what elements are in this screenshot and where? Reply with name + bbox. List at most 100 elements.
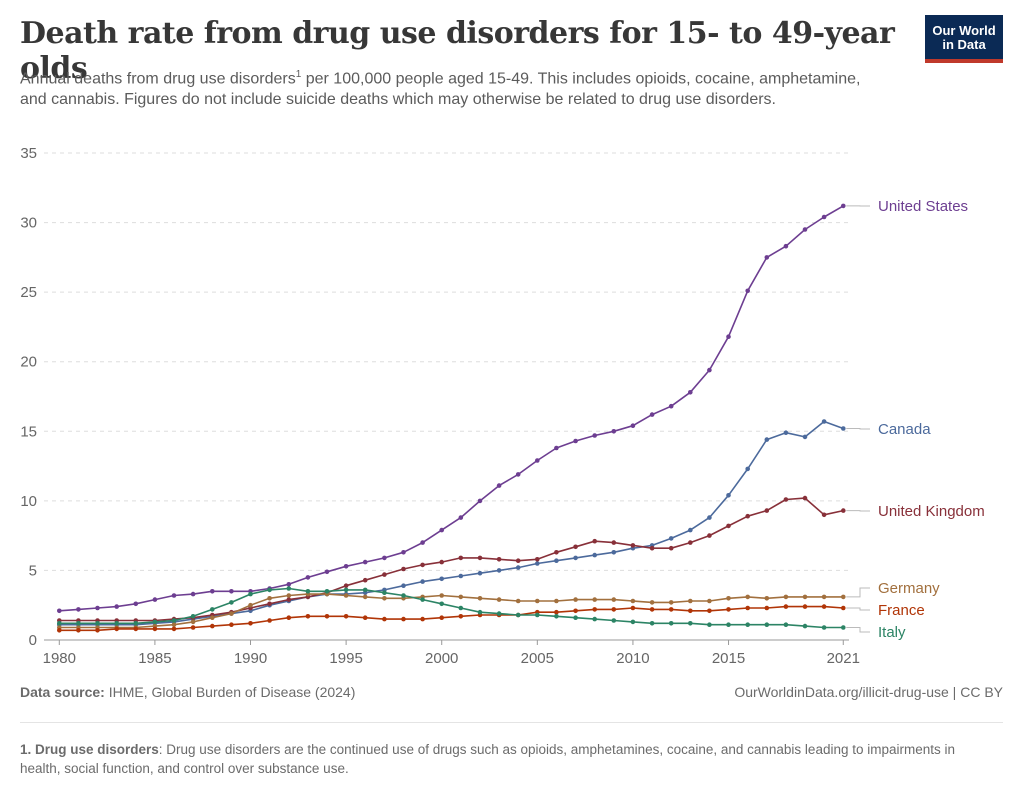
data-point: [133, 626, 139, 632]
data-point: [458, 614, 464, 619]
data-point: [57, 628, 62, 633]
data-source-text: IHME, Global Burden of Disease (2024): [104, 684, 356, 700]
data-point: [841, 594, 846, 600]
x-tick-label: 2015: [712, 650, 745, 667]
data-point: [611, 429, 617, 434]
data-point: [688, 390, 693, 395]
data-point: [95, 605, 100, 611]
data-point: [764, 508, 770, 513]
data-point: [707, 598, 712, 604]
data-point: [668, 607, 674, 612]
data-point: [343, 564, 349, 569]
data-point: [152, 626, 158, 632]
data-point: [133, 621, 139, 626]
data-point: [611, 618, 617, 623]
data-point: [802, 495, 808, 501]
data-point: [688, 598, 693, 604]
data-point: [515, 612, 521, 618]
data-point: [535, 612, 540, 618]
data-point: [477, 596, 483, 601]
footnote-marker[interactable]: 1: [295, 69, 302, 80]
data-point: [362, 577, 368, 583]
data-point: [726, 334, 731, 339]
data-point: [343, 593, 349, 598]
data-point: [630, 423, 636, 429]
data-point: [573, 597, 578, 602]
data-point: [554, 609, 559, 615]
data-point: [573, 544, 578, 550]
data-point: [535, 557, 540, 562]
data-point: [726, 596, 731, 601]
data-point: [764, 622, 770, 627]
data-point: [783, 622, 789, 627]
series-label: France: [878, 602, 925, 619]
data-point: [535, 561, 540, 566]
data-point: [611, 597, 617, 602]
data-point: [496, 597, 502, 602]
data-point: [57, 608, 62, 614]
data-point: [726, 622, 731, 627]
data-point: [821, 214, 827, 220]
logo-line-1: Our World: [932, 23, 996, 38]
data-point: [688, 621, 693, 626]
y-tick-label: 20: [20, 354, 37, 371]
data-point: [802, 434, 808, 440]
label-connector: [846, 607, 870, 611]
data-point: [114, 626, 119, 632]
data-point: [535, 458, 540, 463]
data-point: [76, 621, 81, 626]
data-point: [592, 616, 597, 622]
data-point: [210, 623, 215, 629]
data-point: [535, 598, 540, 604]
data-point: [745, 605, 750, 611]
data-point: [343, 614, 349, 619]
x-tick-label: 1990: [234, 650, 267, 667]
data-point: [611, 607, 617, 612]
data-point: [133, 601, 139, 607]
y-tick-label: 10: [20, 493, 37, 510]
y-tick-label: 35: [20, 145, 37, 162]
data-point: [286, 593, 292, 598]
data-point: [229, 611, 234, 616]
source-url[interactable]: OurWorldinData.org/illicit-drug-use | CC…: [734, 684, 1003, 700]
data-point: [745, 594, 750, 600]
data-point: [668, 403, 674, 409]
data-point: [802, 594, 808, 600]
data-point: [515, 558, 521, 563]
data-point: [841, 625, 846, 630]
data-point: [764, 437, 770, 442]
data-point: [649, 621, 655, 626]
data-point: [305, 575, 311, 580]
data-point: [745, 466, 750, 472]
data-point: [707, 367, 712, 373]
data-point: [707, 608, 712, 614]
data-point: [745, 513, 750, 519]
data-point: [688, 608, 693, 614]
data-point: [515, 472, 521, 477]
data-point: [420, 579, 425, 584]
data-point: [248, 602, 253, 608]
owid-logo[interactable]: Our World in Data: [925, 15, 1003, 63]
y-tick-label: 5: [29, 562, 37, 579]
data-point: [783, 243, 789, 249]
data-point: [362, 587, 368, 593]
data-point: [286, 582, 292, 587]
data-point: [649, 600, 655, 605]
data-point: [649, 545, 655, 551]
data-point: [401, 616, 406, 622]
data-point: [382, 572, 387, 577]
series-label: Germany: [878, 580, 940, 597]
y-tick-label: 30: [20, 215, 37, 232]
data-point: [439, 593, 445, 598]
data-point: [573, 438, 578, 444]
data-point: [420, 597, 425, 602]
data-point: [668, 621, 674, 626]
data-point: [554, 558, 559, 563]
data-point: [248, 591, 253, 597]
data-point: [841, 426, 846, 431]
data-point: [324, 589, 330, 594]
data-point: [573, 615, 578, 620]
data-point: [171, 618, 177, 623]
series-label: United Kingdom: [878, 503, 985, 520]
data-point: [190, 625, 196, 630]
